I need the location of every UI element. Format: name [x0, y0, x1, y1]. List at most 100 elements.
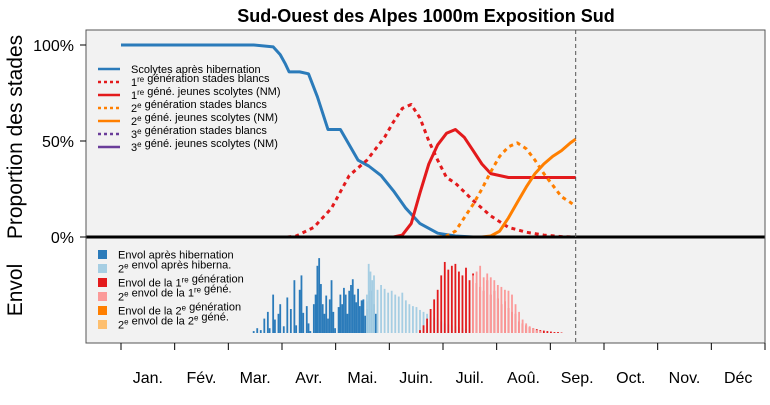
envol-bar: [362, 299, 365, 333]
envol-bar: [443, 261, 446, 333]
envol-bar: [532, 328, 535, 333]
envol-bar: [507, 290, 510, 333]
envol-bar: [274, 319, 276, 333]
envol-bar: [426, 318, 428, 333]
y-tick-50: 50%: [42, 134, 74, 151]
plot-area-top: [86, 30, 765, 237]
envol-bar: [514, 304, 517, 333]
envol-bar: [351, 279, 354, 333]
stage-line: [287, 103, 576, 239]
legend-envol-swatch: [98, 278, 107, 287]
legend-label: 2e envol de la 1re géné.: [118, 284, 232, 304]
envol-bar: [358, 306, 361, 333]
envol-bar: [472, 275, 474, 333]
envol-bar: [307, 323, 310, 333]
envol-bar: [422, 325, 425, 333]
envol-bar: [330, 280, 333, 333]
envol-bar: [353, 294, 356, 333]
envol-bar: [482, 277, 485, 333]
envol-bar: [366, 294, 368, 333]
envol-bar: [447, 269, 450, 333]
stage-line: [481, 137, 577, 239]
envol-bar: [312, 304, 315, 333]
envol-bar: [364, 315, 367, 333]
x-tick-label: Juil.: [456, 370, 484, 387]
x-tick-label: Aoû.: [507, 370, 540, 387]
envol-bar: [475, 271, 478, 333]
legend-envol-swatch: [98, 306, 107, 315]
legend-label: 3e génération stades blancs: [131, 125, 267, 141]
legend-label: 2e envol de la 2e géné.: [118, 312, 229, 332]
envol-bar: [369, 271, 372, 333]
envol-bar: [334, 328, 336, 333]
envol-bar: [300, 275, 303, 333]
envol-bar: [259, 330, 262, 333]
envol-bar: [521, 319, 524, 333]
envol-bar: [397, 296, 400, 333]
legend-label: Envol de la 1re génération: [118, 274, 244, 290]
envol-bar: [341, 304, 344, 333]
x-tick-label: Nov.: [669, 370, 701, 387]
y-tick-0: 0%: [51, 230, 74, 247]
envol-bar: [458, 271, 460, 333]
x-tick-label: Mai.: [347, 370, 377, 387]
envol-bar: [376, 289, 379, 333]
envol-bar: [546, 331, 549, 333]
envol-bar: [419, 330, 421, 333]
envol-bar: [256, 328, 259, 333]
plot-frame: [85, 29, 766, 344]
envol-bar: [493, 280, 496, 333]
envol-bar: [350, 285, 352, 333]
legend-label: Envol après hibernation: [118, 250, 234, 262]
envol-bar: [371, 280, 374, 333]
envol-bar: [525, 323, 528, 333]
envol-bar: [293, 280, 296, 333]
envol-bar: [383, 288, 386, 333]
envol-bar: [348, 290, 351, 333]
legend-label: Envol de la 2e génération: [118, 302, 241, 318]
envol-bar: [263, 318, 266, 333]
x-tick-label: Déc: [724, 370, 752, 387]
envol-bar: [387, 292, 390, 333]
envol-bar: [535, 330, 538, 333]
envol-bar: [357, 288, 359, 333]
envol-bar: [465, 267, 467, 333]
envol-bar: [415, 307, 418, 333]
legend-label: 2e génération stades blancs: [131, 99, 267, 115]
envol-bar: [412, 306, 414, 333]
envol-bar: [518, 311, 520, 333]
envol-bar: [332, 311, 335, 333]
envol-bar: [321, 304, 324, 333]
envol-bar: [496, 285, 499, 333]
envol-bar: [266, 311, 269, 333]
envol-bar: [328, 299, 331, 333]
envol-bar: [337, 307, 340, 333]
envol-bar: [419, 309, 421, 333]
legend-label: 3e géné. jeunes scolytes (NM): [131, 138, 278, 154]
x-tick-label: Sep.: [561, 370, 594, 387]
envol-bar: [355, 302, 358, 333]
envol-bar: [504, 289, 506, 333]
y-axis-top: 100% 50% 0%: [33, 38, 86, 247]
envol-bar: [272, 294, 275, 333]
envol-bar: [422, 311, 425, 333]
envol-bar: [539, 331, 542, 333]
envol-bar: [401, 292, 404, 333]
envol-bar: [295, 325, 298, 333]
x-tick-label: Oct.: [616, 370, 645, 387]
envol-bar: [489, 277, 492, 333]
envol-bar: [289, 309, 292, 333]
envol-bar: [528, 326, 531, 333]
envol-bar: [302, 312, 305, 333]
envol-bar: [468, 280, 471, 333]
envol-bar: [511, 294, 513, 333]
y-label-top: Proportion des stades: [4, 35, 27, 239]
chart-title: Sud-Ouest des Alpes 1000m Exposition Sud: [237, 6, 614, 26]
x-tick-label: Jan.: [133, 370, 163, 387]
envol-bar: [268, 328, 271, 333]
envol-bars: [252, 258, 563, 333]
envol-bar: [252, 331, 255, 333]
